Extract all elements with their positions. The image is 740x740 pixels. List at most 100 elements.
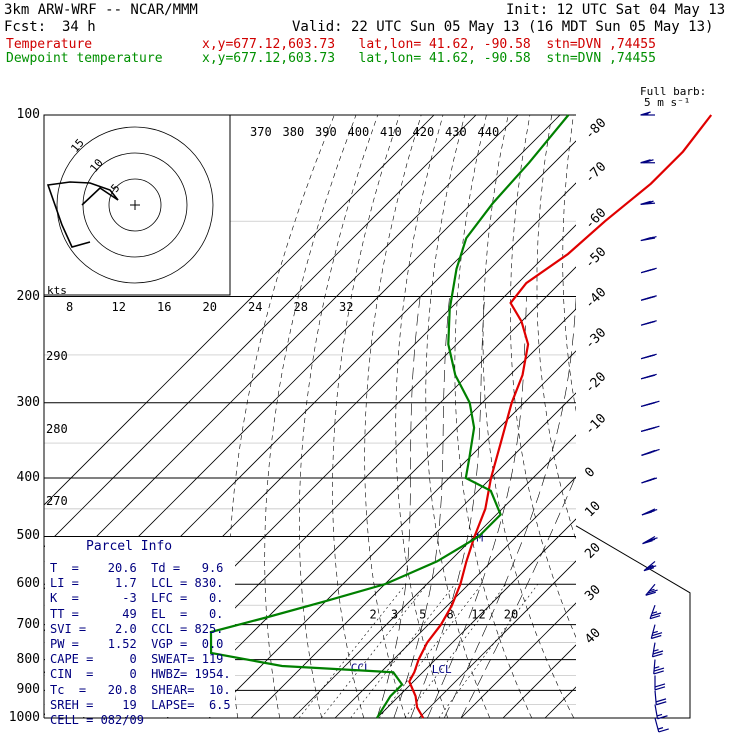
- barb-staff: [654, 704, 659, 719]
- barb-flag: [653, 649, 659, 652]
- parcel-info-row: TT = 49 EL = 0.: [50, 606, 224, 621]
- barb-flag: [656, 713, 663, 717]
- barb-flag: [646, 565, 657, 570]
- wind-barb: [641, 477, 658, 484]
- ccl-label: CCL: [351, 662, 371, 675]
- mixing-ratio-label: 8: [447, 608, 454, 622]
- barb-flag: [649, 477, 655, 481]
- barb-flag: [653, 667, 665, 672]
- barb-flag: [649, 588, 655, 592]
- barb-flag: [643, 159, 654, 164]
- parcel-info-title: Parcel Info: [86, 539, 173, 554]
- theta-label: 430: [445, 125, 467, 139]
- mixing-ratio-2: [298, 584, 407, 718]
- pressure-label-200: 200: [16, 288, 40, 304]
- barb-staff: [649, 604, 656, 619]
- parcel-info-row: PW = 1.52 VGP = 0.0: [50, 637, 224, 651]
- isotherm-30: [460, 602, 576, 718]
- barb-flag: [649, 374, 655, 378]
- dry-adiabat-260: [264, 115, 357, 718]
- dry-adiabat-320: [454, 115, 533, 718]
- dry-adiabat-430: [726, 115, 740, 718]
- barb-flag: [657, 727, 664, 730]
- wind-barb: [650, 624, 663, 640]
- barb-flag: [655, 698, 667, 703]
- wind-barb: [654, 704, 668, 720]
- theta-label: 380: [283, 125, 305, 139]
- forecast-hour: 34 h: [62, 19, 96, 35]
- isotherm--10: [292, 434, 576, 718]
- barb-staff: [654, 690, 657, 705]
- barb-flag: [653, 670, 664, 675]
- profile-series: [209, 114, 713, 719]
- wind-barb: [649, 604, 662, 620]
- theta-label: 420: [413, 125, 435, 139]
- dewpoint-line: [209, 114, 570, 719]
- barb-flag: [646, 295, 657, 300]
- wind-barb: [640, 425, 660, 432]
- isotherm-label: -20: [582, 369, 609, 396]
- barb-flag: [649, 320, 655, 324]
- isotherm-label: -50: [582, 245, 609, 272]
- barb-flag: [656, 701, 667, 706]
- legend-temperature: Temperature: [6, 37, 93, 52]
- wind-barb: [641, 448, 660, 456]
- temperature-line: [408, 114, 713, 719]
- theta-label: 390: [315, 125, 337, 139]
- isotherm-20: [418, 560, 576, 718]
- barb-flag: [649, 400, 660, 405]
- barb-legend-title: Full barb:: [640, 85, 707, 98]
- wind-barb: [654, 675, 666, 691]
- speed-label: 28: [294, 300, 308, 314]
- dry-adiabat-330: [482, 115, 575, 718]
- init-time: Init: 12 UTC Sat 04 May 13: [506, 2, 726, 18]
- mixing-ratio-label: 12: [471, 608, 485, 622]
- mixing-ratio-label: 5: [419, 608, 426, 622]
- barb-staff: [651, 642, 656, 657]
- barb-flag: [646, 508, 658, 514]
- wind-barb: [640, 267, 657, 274]
- dry-adiabat-310: [425, 115, 491, 718]
- wind-barb: [642, 535, 658, 545]
- mixing-ratio-label: 2: [370, 608, 377, 622]
- speed-label: 8: [66, 300, 73, 314]
- theta-label-lower: 290: [46, 349, 68, 363]
- barb-flag: [650, 612, 662, 617]
- dewpoint-location: x,y=677.12,603.73 lat,lon= 41.62, -90.58…: [202, 51, 656, 66]
- barb-flag: [658, 728, 669, 733]
- barb-staff: [653, 659, 656, 674]
- barb-flag: [640, 159, 651, 164]
- valid-time: Valid: 22 UTC Sun 05 May 13 (16 MDT Sun …: [292, 19, 714, 35]
- barb-flag: [654, 666, 660, 669]
- isotherm--30: [208, 350, 576, 718]
- pressure-label-300: 300: [16, 394, 40, 410]
- wind-barb: [645, 583, 658, 596]
- mixing-ratio-label: 3: [391, 608, 398, 622]
- barb-flag: [649, 448, 660, 453]
- pressure-label-1000: 1000: [8, 710, 40, 725]
- isotherm-40: [502, 644, 576, 718]
- mixing-ratio-3: [320, 584, 428, 718]
- dry-adiabat-380: [612, 115, 740, 718]
- barb-flag: [654, 686, 666, 691]
- dry-adiabat-390: [636, 115, 740, 718]
- pressure-label-700: 700: [16, 616, 40, 632]
- hodograph-units: kts: [47, 284, 67, 297]
- moist-adiabat-14: [393, 296, 450, 718]
- speed-label: 16: [157, 300, 171, 314]
- isotherm--100: [44, 115, 519, 590]
- theta-label-lower: 270: [46, 494, 68, 508]
- wind-barb: [654, 717, 669, 733]
- barb-flag: [642, 540, 653, 545]
- dry-adiabat-370: [588, 115, 740, 718]
- isotherm-label: -10: [582, 411, 609, 438]
- barb-legend-units: 5 m s⁻¹: [644, 96, 691, 109]
- hodograph-ring: [56, 126, 214, 284]
- right-frame: [575, 525, 691, 719]
- pressure-label-500: 500: [16, 528, 40, 544]
- isotherm-label: -80: [582, 116, 609, 143]
- wind-barb: [640, 111, 655, 116]
- isotherm-label: 20: [582, 540, 604, 562]
- wind-barb: [641, 508, 658, 516]
- barb-flag: [651, 632, 663, 637]
